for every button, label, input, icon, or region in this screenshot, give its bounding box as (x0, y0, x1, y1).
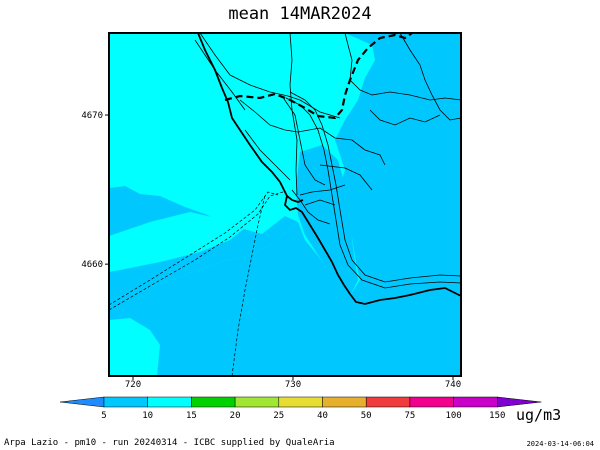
colorbar-segment (234, 396, 280, 408)
province-line (299, 184, 346, 196)
field-band-south (109, 222, 461, 376)
y-axis: 4670 4660 (81, 111, 109, 270)
colorbar-segment (322, 396, 367, 408)
region-border (224, 32, 413, 120)
y-tick-label: 4670 (81, 111, 103, 121)
colorbar-label: 5 (101, 411, 106, 421)
highway-line (285, 97, 462, 289)
colorbar-segment (103, 396, 148, 408)
field-bottom-left (109, 318, 160, 376)
colorbar: 5 10 15 20 25 40 50 75 100 150 (59, 396, 542, 421)
map-title: mean 14MAR2024 (228, 4, 372, 24)
colorbar-label: 15 (186, 411, 197, 421)
colorbar-low-arrow (59, 396, 105, 408)
colorbar-label: 25 (273, 411, 284, 421)
province-line (344, 32, 462, 101)
colorbar-segment (365, 396, 411, 408)
colorbar-segment (409, 396, 454, 408)
colorbar-segment (147, 396, 192, 408)
province-line (291, 189, 331, 225)
province-line (304, 199, 336, 206)
province-line (244, 129, 291, 181)
footer-credits: Arpa Lazio - pm10 - run 20240314 - ICBC … (4, 438, 335, 448)
colorbar-label: 50 (361, 411, 372, 421)
boundary-lines (194, 32, 462, 289)
tiber-river (286, 195, 304, 203)
route-lines (108, 191, 284, 377)
x-tick-label: 730 (285, 380, 301, 390)
colorbar-label: 150 (489, 411, 505, 421)
coastline (197, 32, 462, 305)
colorbar-label: 40 (317, 411, 328, 421)
x-tick-label: 740 (445, 380, 461, 390)
colorbar-segment (191, 396, 236, 408)
colorbar-unit: ug/m3 (516, 406, 562, 424)
colorbar-high-arrow (497, 396, 542, 408)
province-line (194, 39, 246, 111)
x-axis: 720 730 740 (125, 376, 461, 390)
field-tongue (109, 212, 250, 272)
colorbar-label: 10 (142, 411, 153, 421)
colorbar-segment (278, 396, 323, 408)
colorbar-segment (453, 396, 498, 408)
footer-timestamp: 2024-03-14-06:04 (526, 440, 594, 448)
colorbar-label: 20 (230, 411, 241, 421)
province-line (281, 95, 326, 186)
province-line (399, 32, 462, 121)
colorbar-label: 75 (404, 411, 415, 421)
x-tick-label: 720 (125, 380, 141, 390)
province-line (297, 127, 386, 166)
map-frame (108, 32, 462, 377)
field-band-coast (296, 145, 358, 296)
highway-line (289, 91, 462, 283)
province-line (369, 109, 441, 126)
colorbar-label: 100 (445, 411, 461, 421)
field-band-inland (335, 33, 461, 306)
province-line (239, 99, 299, 133)
y-tick-label: 4660 (81, 260, 103, 270)
